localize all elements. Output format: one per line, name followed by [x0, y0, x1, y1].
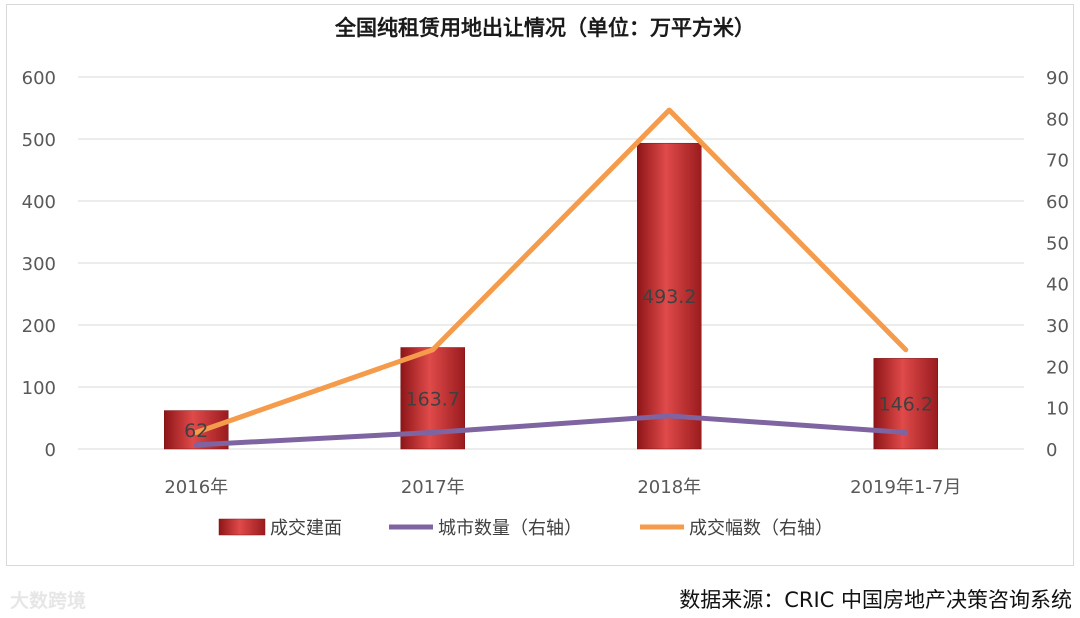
parcel-count-line	[193, 107, 909, 435]
left-axis: 0 100 200 300 400 500 600	[22, 68, 56, 461]
right-tick-label: 80	[1046, 109, 1069, 130]
city-count-line	[193, 413, 909, 448]
right-tick-label: 70	[1046, 151, 1069, 172]
legend-label-parcels: 成交幅数（右轴）	[689, 518, 833, 539]
left-tick-label: 100	[22, 378, 56, 399]
bar-data-label: 493.2	[642, 286, 696, 308]
x-tick-label: 2016年	[164, 477, 228, 498]
left-tick-label: 400	[22, 192, 56, 213]
legend: 成交建面 城市数量（右轴） 成交幅数（右轴）	[218, 518, 833, 539]
x-tick-label: 2019年1-7月	[850, 477, 961, 498]
right-tick-label: 0	[1046, 440, 1057, 461]
bar-data-label: 62	[184, 420, 208, 442]
chart-title: 全国纯租赁用地出让情况（单位：万平方米）	[334, 16, 755, 40]
legend-label-bar: 成交建面	[270, 518, 342, 539]
x-axis: 2016年 2017年 2018年 2019年1-7月	[164, 477, 961, 498]
bar-data-labels: 62 163.7 493.2 146.2	[184, 286, 933, 442]
bar-data-label: 146.2	[879, 394, 933, 416]
right-tick-label: 20	[1046, 357, 1069, 378]
left-tick-label: 200	[22, 316, 56, 337]
gridlines	[78, 76, 1024, 450]
x-tick-label: 2017年	[401, 477, 465, 498]
legend-label-city: 城市数量（右轴）	[438, 518, 582, 539]
right-tick-label: 50	[1046, 233, 1069, 254]
right-tick-label: 60	[1046, 192, 1069, 213]
right-tick-label: 10	[1046, 399, 1069, 420]
bar-data-label: 163.7	[406, 388, 460, 410]
right-axis: 0 10 20 30 40 50 60 70 80 90	[1046, 68, 1069, 461]
bar	[637, 142, 702, 450]
right-tick-label: 90	[1046, 68, 1069, 89]
left-tick-label: 600	[22, 68, 56, 89]
line-series	[193, 107, 909, 448]
source-note: 数据来源：CRIC 中国房地产决策咨询系统	[679, 588, 1072, 612]
chart-frame	[6, 4, 1074, 566]
right-tick-label: 30	[1046, 316, 1069, 337]
left-tick-label: 300	[22, 254, 56, 275]
watermark: 大数跨境	[10, 590, 87, 612]
legend-swatch-bar	[218, 518, 266, 536]
left-tick-label: 0	[45, 440, 56, 461]
right-tick-label: 40	[1046, 275, 1069, 296]
left-tick-label: 500	[22, 130, 56, 151]
x-tick-label: 2018年	[637, 477, 701, 498]
